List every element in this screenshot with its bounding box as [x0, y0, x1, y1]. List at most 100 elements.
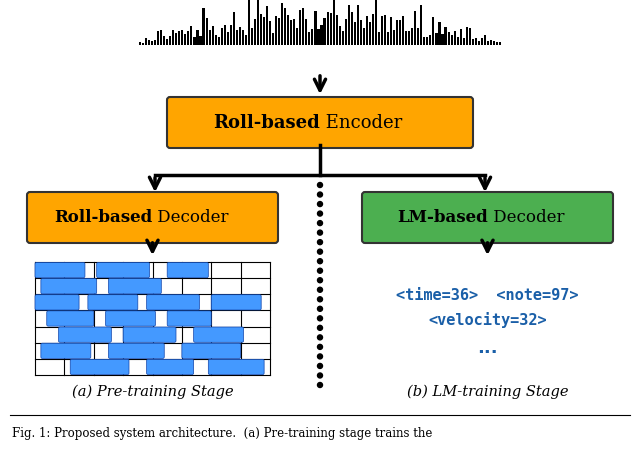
- Bar: [145, 38, 147, 45]
- Bar: [375, 0, 377, 45]
- Bar: [339, 26, 340, 45]
- Bar: [166, 39, 168, 45]
- Bar: [287, 15, 289, 45]
- Bar: [484, 35, 486, 45]
- Circle shape: [317, 326, 323, 330]
- FancyBboxPatch shape: [108, 278, 161, 294]
- Text: Decoder: Decoder: [488, 209, 564, 226]
- Circle shape: [317, 306, 323, 311]
- Circle shape: [317, 297, 323, 302]
- Bar: [396, 20, 398, 45]
- Bar: [423, 37, 426, 45]
- FancyBboxPatch shape: [123, 327, 176, 342]
- Bar: [281, 4, 284, 45]
- Bar: [463, 38, 465, 45]
- Bar: [405, 31, 407, 45]
- Bar: [190, 26, 193, 45]
- Bar: [278, 18, 280, 45]
- Bar: [188, 31, 189, 45]
- Bar: [245, 35, 247, 45]
- Bar: [181, 30, 184, 45]
- Circle shape: [317, 316, 323, 321]
- Text: <time=36>  <note=97>: <time=36> <note=97>: [396, 287, 579, 303]
- Bar: [223, 25, 226, 45]
- Bar: [426, 37, 428, 45]
- Bar: [472, 39, 474, 45]
- Bar: [420, 5, 422, 45]
- FancyBboxPatch shape: [97, 262, 150, 277]
- Bar: [151, 40, 153, 45]
- Bar: [487, 41, 489, 45]
- Bar: [290, 20, 292, 45]
- Bar: [372, 14, 374, 45]
- Bar: [163, 35, 165, 45]
- Bar: [260, 13, 262, 45]
- Circle shape: [317, 249, 323, 254]
- FancyBboxPatch shape: [47, 311, 93, 326]
- Bar: [233, 12, 235, 45]
- Circle shape: [317, 278, 323, 283]
- FancyBboxPatch shape: [167, 262, 208, 277]
- Text: Roll-based: Roll-based: [54, 209, 152, 226]
- FancyBboxPatch shape: [41, 343, 91, 358]
- Bar: [323, 18, 326, 45]
- FancyBboxPatch shape: [167, 97, 473, 148]
- Bar: [435, 33, 438, 45]
- Text: Encoder: Encoder: [320, 114, 403, 132]
- Bar: [296, 28, 298, 45]
- Circle shape: [317, 344, 323, 349]
- Circle shape: [317, 259, 323, 264]
- Bar: [369, 22, 371, 45]
- Text: (a) Pre-training Stage: (a) Pre-training Stage: [72, 385, 234, 399]
- Bar: [254, 19, 256, 45]
- Bar: [490, 40, 492, 45]
- Bar: [314, 12, 317, 45]
- Bar: [417, 28, 419, 45]
- Bar: [214, 35, 217, 45]
- FancyBboxPatch shape: [194, 327, 244, 342]
- FancyBboxPatch shape: [35, 295, 79, 310]
- Bar: [478, 41, 480, 45]
- Bar: [193, 37, 195, 45]
- Bar: [390, 17, 392, 45]
- Bar: [221, 28, 223, 45]
- Bar: [447, 32, 450, 45]
- Text: Roll-based: Roll-based: [213, 114, 320, 132]
- Bar: [284, 8, 286, 45]
- Bar: [412, 28, 413, 45]
- Bar: [378, 32, 380, 45]
- FancyBboxPatch shape: [108, 343, 164, 358]
- FancyBboxPatch shape: [106, 311, 156, 326]
- Bar: [468, 27, 471, 45]
- Bar: [451, 35, 452, 45]
- Bar: [493, 41, 495, 45]
- FancyBboxPatch shape: [88, 295, 138, 310]
- FancyBboxPatch shape: [362, 192, 613, 243]
- Bar: [499, 42, 501, 45]
- Bar: [475, 38, 477, 45]
- Bar: [456, 37, 459, 45]
- Bar: [275, 16, 277, 45]
- Bar: [399, 20, 401, 45]
- Circle shape: [317, 182, 323, 188]
- Bar: [348, 5, 350, 45]
- Bar: [269, 21, 271, 45]
- Circle shape: [317, 240, 323, 245]
- Bar: [481, 38, 483, 45]
- Bar: [227, 32, 228, 45]
- Bar: [157, 31, 159, 45]
- Bar: [438, 22, 440, 45]
- Circle shape: [317, 363, 323, 369]
- Bar: [356, 5, 359, 45]
- Bar: [384, 15, 386, 45]
- FancyBboxPatch shape: [35, 262, 85, 277]
- Bar: [212, 26, 214, 45]
- Bar: [429, 35, 431, 45]
- Bar: [345, 18, 347, 45]
- Bar: [445, 27, 447, 45]
- Bar: [330, 13, 332, 45]
- Bar: [148, 40, 150, 45]
- Bar: [454, 31, 456, 45]
- Text: <velocity=32>: <velocity=32>: [428, 312, 547, 328]
- Bar: [366, 16, 368, 45]
